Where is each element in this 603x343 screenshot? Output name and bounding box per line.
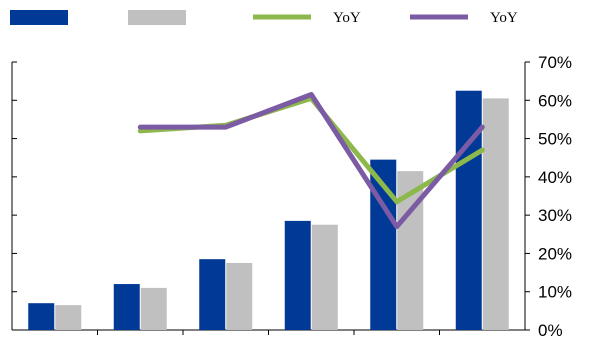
legend-swatch-bar-2	[128, 10, 186, 25]
bar-series-2	[311, 224, 338, 330]
bar-series-2	[55, 305, 82, 330]
bar-series-2	[140, 287, 167, 330]
legend-label: YoY	[490, 10, 518, 26]
bar-series-1	[199, 259, 226, 330]
right-axis-tick-label: 10%	[538, 283, 572, 302]
bar-series-1	[28, 303, 55, 330]
bar-series-1	[284, 220, 311, 330]
legend-swatch-bar-1	[10, 10, 68, 25]
bar-series-2	[482, 98, 509, 330]
right-axis-tick-label: 50%	[538, 130, 572, 149]
right-axis-tick-label: 30%	[538, 206, 572, 225]
axes: 0% 10% 20% 30% 40% 50% 60% 70%	[11, 53, 572, 340]
right-axis-tick-label: 40%	[538, 168, 572, 187]
bars	[28, 90, 509, 330]
lines	[137, 92, 485, 230]
bar-series-2	[226, 263, 253, 330]
right-axis-tick-label: 0%	[538, 321, 563, 340]
bar-series-1	[113, 284, 140, 330]
right-axis-tick-label: 60%	[538, 91, 572, 110]
bar-series-1	[455, 90, 482, 330]
right-axis-tick-label: 20%	[538, 244, 572, 263]
line-series-2	[137, 92, 485, 230]
legend-label: YoY	[333, 10, 361, 26]
right-axis-tick-label: 70%	[538, 53, 572, 72]
legend: YoY YoY	[10, 10, 518, 26]
